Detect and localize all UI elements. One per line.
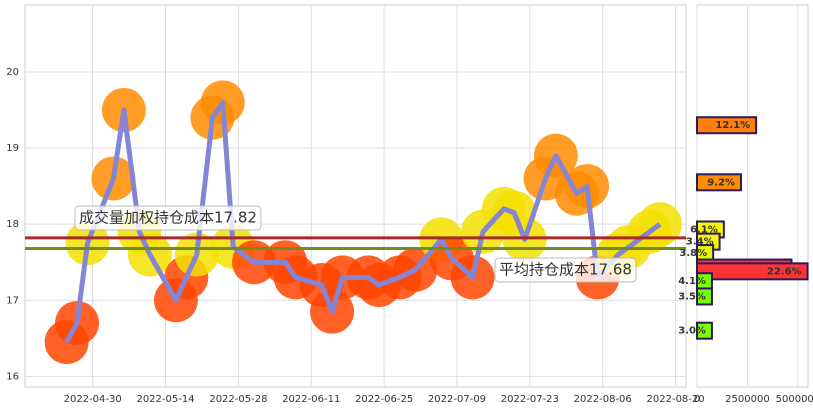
bar-label: 12.1% xyxy=(715,120,750,131)
bar-label: 4.1% xyxy=(678,276,706,287)
bar-label: 3.4% xyxy=(686,237,714,248)
x-tick-label: 0 xyxy=(694,394,700,405)
reference-label: 平均持仓成本17.68 xyxy=(499,261,632,279)
bar-label: 3.8% xyxy=(679,248,707,259)
x-tick-label: 2022-06-11 xyxy=(282,394,340,405)
bar xyxy=(696,262,809,281)
y-tick-label: 18 xyxy=(6,219,19,230)
x-tick-label: 2022-08-20 xyxy=(647,394,705,405)
x-tick-label: 5000000 xyxy=(776,394,813,405)
x-tick-label: 2022-04-30 xyxy=(64,394,122,405)
bar xyxy=(696,173,742,192)
bar-label: 9.2% xyxy=(707,177,735,188)
y-tick-label: 17 xyxy=(6,295,19,306)
label-box xyxy=(74,205,262,231)
price-line xyxy=(64,99,662,344)
bar xyxy=(696,321,713,340)
bar-label: 3.5% xyxy=(678,291,706,302)
bar-label: 3.0% xyxy=(678,326,706,337)
x-tick-label: 2022-08-06 xyxy=(574,394,632,405)
x-tick-label: 2022-07-23 xyxy=(501,394,559,405)
reference-label: 成交量加权持仓成本17.82 xyxy=(79,209,257,227)
bar-label: 22.6% xyxy=(767,266,802,277)
y-tick-label: 20 xyxy=(6,67,19,78)
y-tick-label: 19 xyxy=(6,143,19,154)
label-box xyxy=(494,257,637,283)
side-panel xyxy=(696,4,809,388)
bar-label: 6.1% xyxy=(690,224,718,235)
bar xyxy=(696,287,713,306)
x-tick-label: 2022-06-25 xyxy=(355,394,413,405)
bubble xyxy=(637,202,682,247)
x-tick-label: 2022-05-14 xyxy=(136,394,194,405)
y-tick-label: 16 xyxy=(6,371,19,382)
x-tick-label: 2022-07-09 xyxy=(428,394,486,405)
x-tick-label: 2022-05-28 xyxy=(209,394,267,405)
bar xyxy=(696,116,758,135)
x-tick-label: 2500000 xyxy=(725,394,770,405)
